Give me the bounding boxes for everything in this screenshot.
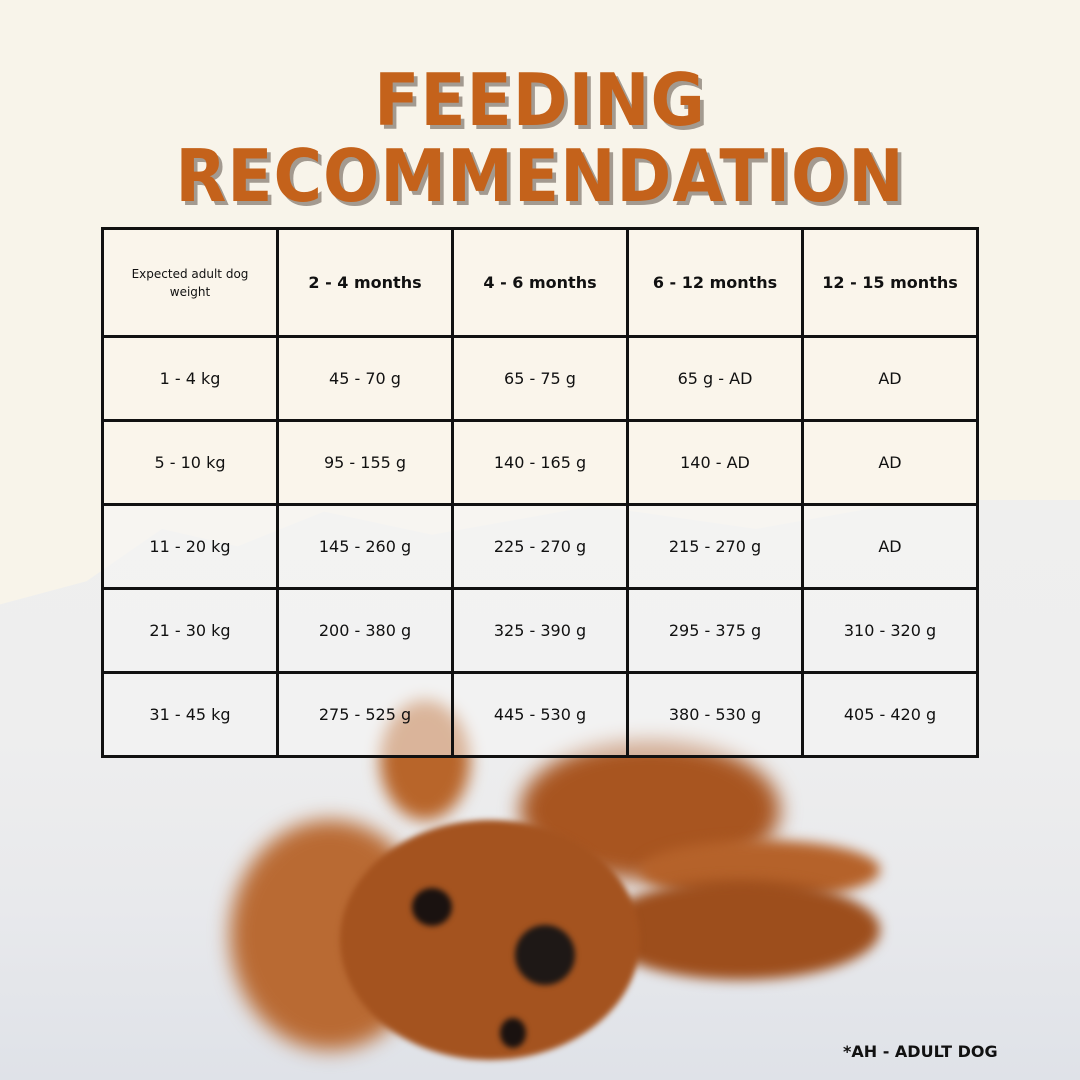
table-cell: 200 - 380 g xyxy=(276,587,454,674)
title-line-1: FEEDING xyxy=(374,58,706,142)
table-row: 5 - 10 kg 95 - 155 g 140 - 165 g 140 - AD AD xyxy=(101,419,979,506)
table-cell: 11 - 20 kg xyxy=(101,503,279,590)
table-cell: AD xyxy=(801,419,979,506)
table-row: 1 - 4 kg 45 - 70 g 65 - 75 g 65 g - AD AD xyxy=(101,335,979,422)
feeding-table: Expected adult dog weight 2 - 4 months 4… xyxy=(101,227,979,758)
table-cell: AD xyxy=(801,335,979,422)
table-cell: 275 - 525 g xyxy=(276,671,454,758)
table-cell: 45 - 70 g xyxy=(276,335,454,422)
table-cell: 21 - 30 kg xyxy=(101,587,279,674)
header-cell: 12 - 15 months xyxy=(801,227,979,338)
header-cell: 2 - 4 months xyxy=(276,227,454,338)
table-cell: 140 - AD xyxy=(626,419,804,506)
table-cell: 325 - 390 g xyxy=(451,587,629,674)
table-cell: 405 - 420 g xyxy=(801,671,979,758)
table-cell: 225 - 270 g xyxy=(451,503,629,590)
header-cell: Expected adult dog weight xyxy=(101,227,279,338)
table-cell: AD xyxy=(801,503,979,590)
table-header-row: Expected adult dog weight 2 - 4 months 4… xyxy=(101,227,979,338)
title-line-2: RECOMMENDATION xyxy=(175,134,905,218)
table-row: 21 - 30 kg 200 - 380 g 325 - 390 g 295 - 37… xyxy=(101,587,979,674)
table-cell: 140 - 165 g xyxy=(451,419,629,506)
header-cell: 6 - 12 months xyxy=(626,227,804,338)
table-cell: 65 g - AD xyxy=(626,335,804,422)
table-cell: 145 - 260 g xyxy=(276,503,454,590)
table-cell: 295 - 375 g xyxy=(626,587,804,674)
table-cell: 215 - 270 g xyxy=(626,503,804,590)
table-cell: 31 - 45 kg xyxy=(101,671,279,758)
table-cell: 380 - 530 g xyxy=(626,671,804,758)
page-title: FEEDING RECOMMENDATION xyxy=(43,62,1037,214)
table-cell: 65 - 75 g xyxy=(451,335,629,422)
table-row: 31 - 45 kg 275 - 525 g 445 - 530 g 380 - 53… xyxy=(101,671,979,758)
table-cell: 310 - 320 g xyxy=(801,587,979,674)
header-cell: 4 - 6 months xyxy=(451,227,629,338)
table-cell: 1 - 4 kg xyxy=(101,335,279,422)
table-row: 11 - 20 kg 145 - 260 g 225 - 270 g 215 - 27… xyxy=(101,503,979,590)
table-cell: 95 - 155 g xyxy=(276,419,454,506)
footnote: *AH - ADULT DOG xyxy=(843,1042,998,1061)
table-cell: 445 - 530 g xyxy=(451,671,629,758)
table-cell: 5 - 10 kg xyxy=(101,419,279,506)
